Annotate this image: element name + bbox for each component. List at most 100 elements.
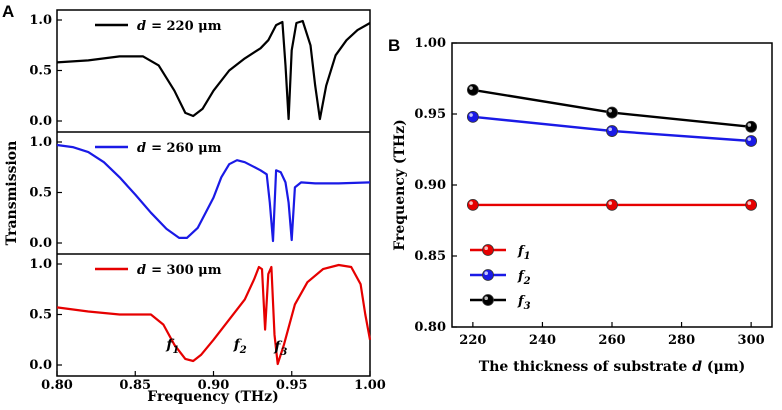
legend-marker — [482, 244, 494, 256]
series-f3 — [466, 83, 758, 133]
transmission-curve-3 — [56, 263, 372, 366]
data-point — [466, 83, 479, 96]
data-point — [745, 198, 758, 211]
legend-label: d = 260 μm — [137, 141, 222, 156]
legend-value: = 260 μm — [151, 141, 222, 156]
transmission-curve-1 — [56, 19, 371, 121]
b-y-tick-label: 0.85 — [414, 249, 446, 264]
b-y-tick-label: 0.80 — [414, 320, 446, 335]
series-f2 — [466, 110, 758, 147]
data-point-highlight — [469, 201, 473, 205]
legend-value: = 220 μm — [151, 19, 222, 34]
annotation-f3-base: f — [273, 339, 283, 355]
panel-b-series — [466, 83, 758, 211]
legend-marker — [482, 269, 494, 281]
annotation-f3: f3 — [273, 339, 287, 358]
b-x-tick-label: 300 — [738, 333, 765, 348]
annotation-f3-subscript: 3 — [280, 347, 287, 358]
y-tick-label: 0.0 — [29, 114, 52, 129]
data-point-highlight — [469, 86, 473, 90]
series-f1 — [466, 198, 758, 211]
data-point — [466, 110, 479, 123]
panel-b-frame — [451, 42, 773, 328]
data-point-highlight — [747, 137, 752, 141]
data-point — [606, 198, 618, 211]
subplot-3: 0.0 0.5 1.0 d = 300 μm — [29, 253, 372, 373]
data-point-highlight — [747, 201, 752, 205]
panel-b-x-title-prefix: The thickness of substrate — [479, 359, 692, 375]
panel-a-x-ticks: 0.80 0.85 0.90 0.95 1.00 — [41, 371, 386, 393]
panel-b-x-axis-title: The thickness of substrate d (μm) — [479, 359, 745, 375]
legend-marker-highlight — [484, 296, 489, 301]
annotation-f2-subscript: 2 — [239, 345, 247, 356]
b-y-tick-label: 0.90 — [414, 178, 446, 193]
legend-marker-highlight — [484, 246, 489, 250]
legend-entry-f1: f1 — [470, 244, 531, 262]
transmission-curve-2 — [56, 143, 371, 243]
legend-label: f1 — [517, 244, 531, 262]
data-point-highlight — [608, 127, 612, 132]
y-tick-label: 0.5 — [29, 186, 52, 201]
data-point-highlight — [469, 113, 473, 117]
legend-label-base: f — [517, 244, 526, 259]
legend-label-subscript: 2 — [523, 276, 531, 287]
legend-label: d = 220 μm — [137, 19, 222, 34]
data-point — [745, 120, 758, 133]
subplot-1: 0.0 0.5 1.0 d = 220 μm — [29, 13, 371, 129]
y-tick-label: 1.0 — [29, 135, 52, 150]
data-point — [466, 198, 479, 211]
b-x-tick-label: 240 — [529, 333, 556, 348]
b-y-tick-label: 1.00 — [414, 36, 446, 51]
data-point — [606, 125, 618, 137]
annotation-f1-subscript: 1 — [172, 345, 179, 356]
panel-a-frame — [56, 9, 371, 377]
annotation-f1-base: f — [165, 337, 175, 353]
x-tick-label: 0.90 — [198, 378, 230, 393]
panel-a-subplots: 0.00.51.0 d = 220 μm0.00.51.0 d = 260 μm0.00… — [29, 13, 372, 373]
legend-label-base: f — [517, 269, 526, 284]
y-tick-label: 0.0 — [29, 236, 52, 251]
panel-b-y-axis-title: Frequency (THz) — [392, 119, 408, 250]
legend-label-subscript: 3 — [524, 301, 531, 312]
legend-var: d — [137, 19, 146, 34]
legend-label-base: f — [517, 294, 526, 309]
y-tick-label: 0.0 — [29, 358, 52, 373]
panel-a: 0.00.51.0 d = 220 μm0.00.51.0 d = 260 μm0.00… — [4, 9, 386, 405]
legend-label: d = 300 μm — [137, 263, 222, 278]
panel-b-x-title-var: d — [692, 359, 702, 375]
legend-var: d — [137, 263, 146, 278]
data-point-highlight — [747, 123, 752, 127]
panel-a-x-axis-title: Frequency (THz) — [147, 389, 278, 405]
data-point-highlight — [608, 201, 612, 205]
data-point — [745, 135, 758, 147]
x-tick-label: 1.00 — [354, 378, 386, 393]
legend-entry-f2: f2 — [470, 269, 531, 287]
data-point — [606, 106, 618, 119]
panel-a-annotations: f1 f2 f3 — [165, 337, 287, 358]
b-x-tick-label: 220 — [459, 333, 486, 348]
y-tick-label: 1.0 — [29, 13, 52, 28]
panel-b-ticks: 220 240 260 280 300 0.80 0.85 0.90 0.95 1.00 — [414, 36, 764, 348]
x-tick-label: 0.95 — [276, 378, 308, 393]
annotation-f2-base: f — [233, 337, 243, 353]
panel-a-letter: A — [2, 2, 14, 21]
panel-a-y-axis-title: Transmission — [4, 141, 20, 246]
legend-value: = 300 μm — [151, 263, 222, 278]
x-tick-label: 0.80 — [41, 378, 73, 393]
panel-b-letter: B — [388, 36, 400, 55]
data-point-highlight — [608, 108, 612, 113]
annotation-f1: f1 — [165, 337, 179, 356]
y-tick-label: 0.5 — [29, 308, 52, 323]
x-tick-label: 0.85 — [119, 378, 151, 393]
legend-marker — [482, 294, 494, 306]
b-y-tick-label: 0.95 — [414, 107, 446, 122]
subplot-2: 0.0 0.5 1.0 d = 260 μm — [29, 131, 371, 251]
b-x-tick-label: 280 — [668, 333, 695, 348]
legend-marker-highlight — [484, 271, 489, 276]
legend-label: f3 — [517, 294, 531, 312]
legend-label: f2 — [517, 269, 531, 287]
panel-b-x-title-suffix: (μm) — [702, 359, 745, 375]
